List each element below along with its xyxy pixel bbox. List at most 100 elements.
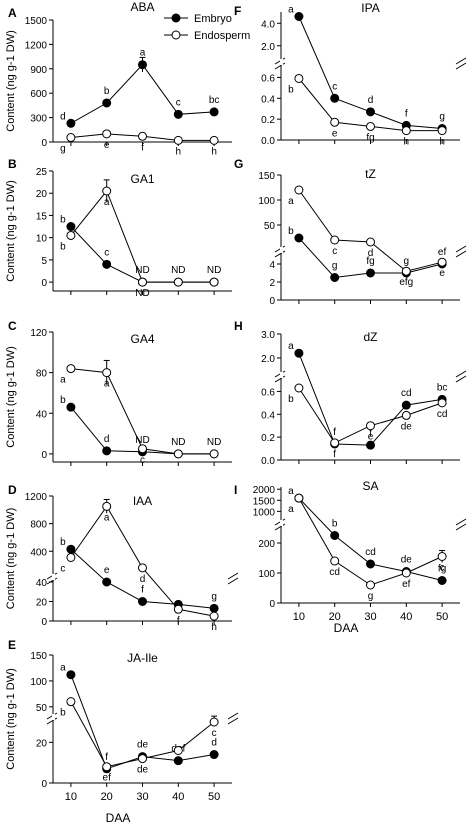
- significance-label: de: [137, 740, 149, 751]
- significance-label: f: [333, 449, 336, 460]
- panel-a: A ABA 0 300 600 900 1200 1500 d b a c bc g e f h h Content…: [5, 0, 232, 157]
- significance-label: b: [60, 537, 66, 548]
- x-tick-label: 50: [436, 611, 448, 623]
- y-tick-label: 100: [258, 569, 275, 580]
- legend: Embryo Endosperm: [164, 13, 250, 42]
- y-tick-label: 150: [258, 171, 275, 182]
- axis-break-right: [227, 712, 239, 725]
- data-point-endosperm: [138, 754, 147, 764]
- data-point-endosperm: [294, 383, 304, 393]
- data-point-embryo: [173, 756, 183, 766]
- y-tick-label: 1200: [25, 40, 48, 51]
- data-point-embryo: [66, 402, 76, 412]
- data-point-endosperm: [173, 277, 183, 287]
- significance-label: cd: [401, 388, 412, 399]
- x-tick-label: 40: [172, 791, 184, 803]
- data-point-endosperm: [401, 266, 411, 276]
- significance-label: e: [104, 140, 110, 151]
- significance-label: bc: [209, 95, 220, 106]
- significance-label: b: [60, 708, 66, 719]
- panel-title: IAA: [133, 494, 152, 508]
- significance-label: d: [60, 111, 66, 122]
- y-tick-label: 1000: [253, 507, 276, 518]
- y-tick-label: 120: [30, 328, 47, 339]
- y-axis-label: Content (ng g-1 DW): [5, 668, 17, 769]
- significance-label: c: [212, 728, 217, 739]
- data-point-embryo: [294, 233, 304, 243]
- significance-label: cd: [329, 567, 340, 578]
- y-tick-label: 400: [30, 547, 47, 558]
- axis-break-right: [455, 370, 467, 383]
- significance-label: h: [211, 146, 217, 157]
- data-point-endosperm: [138, 563, 147, 573]
- y-tick-label: 2.0: [261, 354, 275, 365]
- data-point-embryo: [138, 60, 147, 70]
- legend-label-endosperm: Endosperm: [194, 30, 250, 42]
- y-tick-label: 25: [36, 167, 48, 178]
- series-line-embryo: [70, 63, 215, 124]
- data-point-endosperm: [209, 611, 219, 621]
- y-tick-label: 2000: [253, 485, 276, 496]
- data-point-endosperm: [102, 368, 112, 378]
- significance-label: ND: [207, 437, 221, 448]
- significance-label: cd: [365, 547, 376, 558]
- data-point-endosperm: [366, 421, 375, 431]
- significance-label: efg: [399, 277, 413, 288]
- y-tick-label: 0: [41, 779, 47, 790]
- panel-letter: C: [8, 319, 17, 333]
- y-axis-label: Content (ng g-1 DW): [5, 508, 17, 609]
- data-point-endosperm: [66, 133, 76, 143]
- data-point-endosperm: [173, 604, 183, 614]
- data-point-embryo: [66, 222, 76, 232]
- significance-label: b: [288, 84, 294, 95]
- significance-label: h: [176, 146, 182, 157]
- data-point-endosperm: [209, 717, 219, 727]
- significance-label: a: [288, 341, 294, 352]
- significance-label: a: [104, 512, 110, 523]
- data-point-endosperm: [401, 568, 411, 578]
- data-point-embryo: [330, 93, 340, 103]
- y-tick-label: 50: [36, 703, 48, 714]
- panel-letter: D: [8, 483, 17, 497]
- data-point-endosperm: [294, 185, 304, 195]
- significance-label: a: [60, 663, 66, 674]
- data-point-endosperm: [66, 230, 76, 240]
- y-tick-label: 20: [36, 738, 48, 749]
- data-point-embryo: [138, 597, 147, 606]
- significance-label: ND: [207, 265, 221, 276]
- x-axis-label-right: DAA: [334, 621, 359, 635]
- data-point-endosperm: [366, 121, 375, 131]
- significance-label: cd: [437, 409, 448, 420]
- panel-letter: E: [8, 638, 16, 652]
- x-tick-label: 40: [400, 611, 412, 623]
- panel-letter: G: [234, 157, 243, 171]
- significance-label: a: [288, 486, 294, 497]
- y-tick-label: 0: [41, 617, 47, 628]
- x-tick-label: 30: [136, 791, 148, 803]
- significance-label: ND: [171, 437, 185, 448]
- panel-title: JA-Ile: [127, 651, 158, 665]
- significance-label: a: [288, 504, 294, 515]
- y-tick-label: 15: [36, 211, 48, 222]
- y-axis-label: Content (ng g-1 DW): [5, 30, 17, 131]
- y-tick-label: 40: [36, 409, 48, 420]
- data-point-embryo: [330, 273, 340, 282]
- significance-label: d: [368, 248, 374, 259]
- significance-label: d: [211, 738, 217, 749]
- significance-label: c: [332, 246, 337, 257]
- significance-label: ND: [135, 265, 149, 276]
- x-tick-label: 20: [329, 611, 341, 623]
- y-tick-label: 900: [30, 65, 47, 76]
- panel-letter: H: [234, 319, 243, 333]
- data-point-endosperm: [330, 556, 340, 566]
- data-point-embryo: [66, 670, 76, 680]
- significance-label: h: [211, 622, 217, 633]
- y-tick-label: 40: [36, 578, 48, 589]
- data-point-endosperm: [66, 697, 76, 707]
- significance-label: b: [332, 519, 338, 530]
- significance-label: d: [368, 95, 374, 106]
